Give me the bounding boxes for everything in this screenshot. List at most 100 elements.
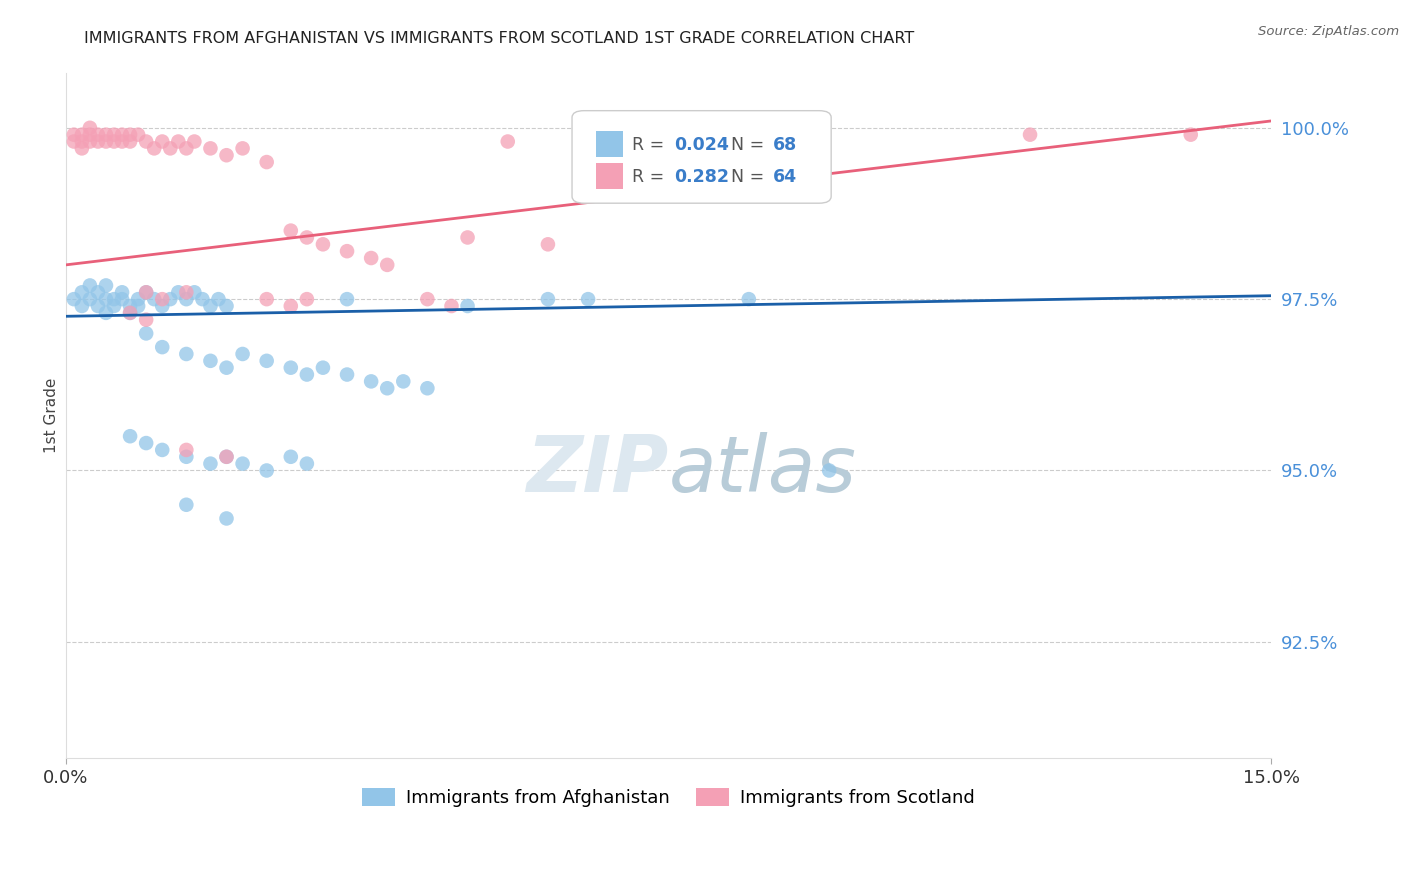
Point bbox=[207, 292, 229, 306]
Point bbox=[183, 285, 205, 300]
Point bbox=[200, 457, 222, 471]
Point bbox=[1019, 128, 1042, 142]
Point bbox=[280, 450, 302, 464]
Point bbox=[617, 141, 640, 155]
Point bbox=[360, 251, 382, 265]
Point bbox=[111, 135, 134, 149]
Point bbox=[215, 299, 238, 313]
Point bbox=[280, 360, 302, 375]
Point bbox=[440, 299, 463, 313]
Point bbox=[457, 230, 479, 244]
Point bbox=[295, 230, 318, 244]
Text: IMMIGRANTS FROM AFGHANISTAN VS IMMIGRANTS FROM SCOTLAND 1ST GRADE CORRELATION CH: IMMIGRANTS FROM AFGHANISTAN VS IMMIGRANT… bbox=[84, 31, 915, 46]
Point bbox=[159, 292, 181, 306]
Point bbox=[94, 292, 117, 306]
Point bbox=[215, 148, 238, 162]
Point bbox=[336, 368, 359, 382]
Point bbox=[94, 306, 117, 320]
Text: N =: N = bbox=[731, 169, 770, 186]
Point bbox=[295, 368, 318, 382]
Point bbox=[135, 285, 157, 300]
Text: Source: ZipAtlas.com: Source: ZipAtlas.com bbox=[1258, 25, 1399, 38]
Point bbox=[200, 299, 222, 313]
Point bbox=[87, 135, 110, 149]
Point bbox=[392, 375, 415, 389]
Point bbox=[127, 299, 149, 313]
Text: R =: R = bbox=[633, 169, 671, 186]
Point bbox=[111, 128, 134, 142]
Point bbox=[280, 299, 302, 313]
Point bbox=[537, 237, 560, 252]
Point bbox=[63, 292, 86, 306]
Point bbox=[150, 340, 173, 354]
Point bbox=[103, 299, 125, 313]
Point bbox=[232, 141, 254, 155]
Point bbox=[70, 135, 93, 149]
Point bbox=[576, 292, 599, 306]
FancyBboxPatch shape bbox=[572, 111, 831, 203]
Point bbox=[416, 292, 439, 306]
Point bbox=[200, 141, 222, 155]
Point bbox=[176, 292, 198, 306]
Point bbox=[150, 135, 173, 149]
Point bbox=[232, 347, 254, 361]
Point bbox=[457, 299, 479, 313]
Point bbox=[87, 299, 110, 313]
Point bbox=[79, 120, 101, 135]
Point bbox=[167, 285, 190, 300]
Point bbox=[135, 312, 157, 326]
Point bbox=[256, 155, 278, 169]
Point bbox=[1301, 621, 1323, 635]
Point bbox=[256, 292, 278, 306]
Text: R =: R = bbox=[633, 136, 671, 154]
Text: 0.282: 0.282 bbox=[675, 169, 730, 186]
Point bbox=[537, 292, 560, 306]
Point bbox=[150, 442, 173, 457]
Point bbox=[70, 285, 93, 300]
Point bbox=[818, 463, 841, 477]
Point bbox=[63, 135, 86, 149]
Point bbox=[256, 463, 278, 477]
Point bbox=[295, 292, 318, 306]
Point bbox=[150, 292, 173, 306]
Point bbox=[94, 135, 117, 149]
Point bbox=[103, 292, 125, 306]
Point bbox=[280, 224, 302, 238]
Point bbox=[176, 285, 198, 300]
Point bbox=[79, 278, 101, 293]
Point bbox=[176, 347, 198, 361]
Point bbox=[94, 278, 117, 293]
Point bbox=[176, 498, 198, 512]
Point bbox=[120, 306, 142, 320]
Point bbox=[215, 360, 238, 375]
Text: ZIP: ZIP bbox=[526, 433, 668, 508]
Point bbox=[120, 128, 142, 142]
Point bbox=[70, 141, 93, 155]
Text: 0.024: 0.024 bbox=[675, 136, 730, 154]
Point bbox=[94, 128, 117, 142]
Point bbox=[70, 128, 93, 142]
Point bbox=[336, 292, 359, 306]
FancyBboxPatch shape bbox=[596, 131, 623, 157]
Point bbox=[120, 306, 142, 320]
Legend: Immigrants from Afghanistan, Immigrants from Scotland: Immigrants from Afghanistan, Immigrants … bbox=[356, 780, 981, 814]
Point bbox=[111, 285, 134, 300]
Point bbox=[336, 244, 359, 259]
Text: N =: N = bbox=[731, 136, 770, 154]
Point bbox=[375, 381, 398, 395]
Point bbox=[312, 360, 335, 375]
Point bbox=[120, 135, 142, 149]
Point bbox=[183, 135, 205, 149]
Text: 68: 68 bbox=[773, 136, 797, 154]
Y-axis label: 1st Grade: 1st Grade bbox=[44, 378, 59, 453]
Point bbox=[375, 258, 398, 272]
Point bbox=[312, 237, 335, 252]
Point bbox=[150, 299, 173, 313]
Point bbox=[111, 292, 134, 306]
Point bbox=[159, 141, 181, 155]
Point bbox=[215, 450, 238, 464]
Point bbox=[176, 141, 198, 155]
Point bbox=[416, 381, 439, 395]
Point bbox=[143, 292, 166, 306]
Point bbox=[120, 429, 142, 443]
